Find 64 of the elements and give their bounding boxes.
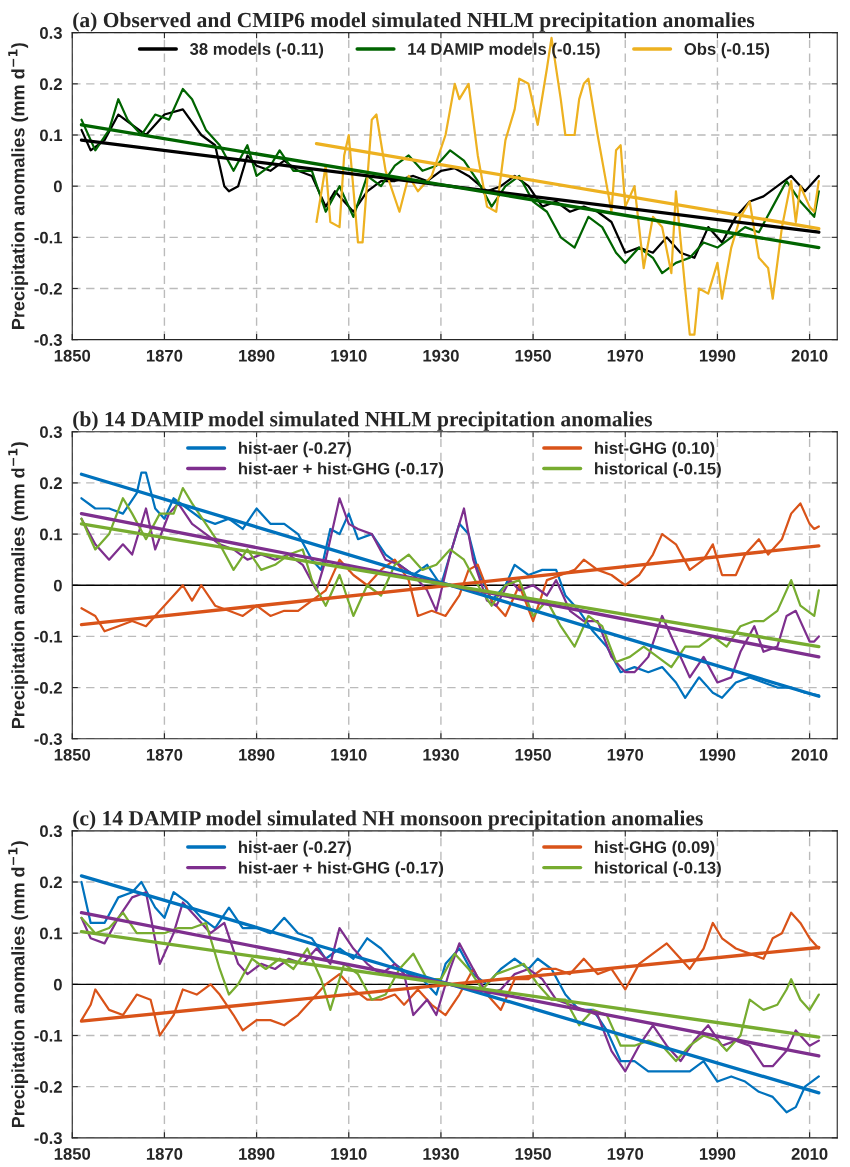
y-tick-label: 0.1	[40, 927, 63, 940]
legend-label: 38 models (-0.11)	[189, 42, 324, 59]
y-tick-label: 0.3	[40, 426, 62, 438]
legend-label: historical (-0.13)	[595, 861, 721, 877]
x-tick-label: 1950	[515, 349, 551, 362]
legend-label: hist-aer (-0.27)	[238, 840, 351, 857]
y-axis-title: Precipitation anomalies (mm d$^{−1}$)	[8, 442, 29, 729]
y-tick-label: -0.3	[34, 334, 62, 346]
x-tick-label: 1890	[239, 748, 275, 761]
y-axis-title: Precipitation anomalies (mm d$^{−1}$)	[8, 43, 29, 329]
y-tick-label: -0.1	[34, 630, 63, 643]
x-tick-label: 1870	[146, 1147, 183, 1160]
x-tick-label: 1890	[239, 1147, 275, 1160]
legend-label: historical (-0.15)	[595, 462, 721, 478]
legend-label: hist-aer + hist-GHG (-0.17)	[238, 462, 444, 478]
x-tick-label: 1930	[423, 349, 459, 362]
y-tick-label: -0.2	[34, 1081, 62, 1093]
y-tick-label: 0	[53, 579, 62, 592]
y-tick-label: -0.2	[34, 681, 62, 694]
y-tick-label: 0.1	[40, 129, 63, 142]
y-tick-label: 0.1	[40, 528, 63, 541]
x-tick-label: 1870	[146, 349, 183, 362]
y-tick-label: -0.3	[34, 733, 62, 745]
x-tick-label: 1970	[607, 748, 644, 761]
x-tick-label: 1850	[54, 748, 91, 761]
chart-title: (c) 14 DAMIP model simulated NH monsoon precipitation anomalies	[73, 810, 703, 830]
y-tick-label: 0.3	[40, 825, 62, 838]
chart-title: (b) 14 DAMIP model simulated NHLM precipitation anomalies	[73, 411, 652, 431]
x-tick-label: 1990	[699, 748, 736, 761]
y-tick-label: 0.2	[40, 477, 62, 490]
x-tick-label: 1930	[423, 748, 459, 761]
chart-title: (a) Observed and CMIP6 model simulated NHLM precipitation anomalies	[73, 12, 755, 32]
x-tick-label: 1950	[515, 748, 551, 761]
legend-label: hist-GHG (0.10)	[595, 441, 715, 458]
y-tick-label: 0	[53, 978, 62, 991]
y-tick-label: -0.1	[34, 1029, 63, 1042]
legend-label: hist-aer (-0.27)	[238, 441, 351, 458]
legend-label: hist-aer + hist-GHG (-0.17)	[238, 861, 444, 877]
x-tick-label: 1850	[54, 1147, 91, 1160]
y-tick-label: -0.1	[34, 231, 63, 244]
y-tick-label: -0.2	[34, 282, 62, 295]
x-tick-label: 1850	[54, 349, 91, 362]
x-tick-label: 1970	[607, 1147, 644, 1160]
y-tick-label: 0.2	[40, 876, 62, 889]
y-tick-label: 0.2	[40, 78, 62, 91]
x-tick-label: 2010	[791, 1147, 828, 1160]
x-tick-label: 1910	[331, 349, 367, 362]
x-tick-label: 1890	[239, 349, 275, 362]
x-tick-label: 2010	[791, 349, 828, 362]
y-axis-title: Precipitation anomalies (mm d$^{−1}$)	[8, 841, 29, 1128]
legend-label: hist-GHG (0.09)	[595, 840, 715, 857]
x-tick-label: 1990	[699, 1147, 736, 1160]
x-tick-label: 2010	[791, 748, 828, 761]
y-tick-label: 0.3	[40, 27, 62, 39]
x-tick-label: 1970	[607, 349, 644, 362]
x-tick-label: 1930	[423, 1147, 459, 1160]
y-tick-label: -0.3	[34, 1132, 62, 1145]
x-tick-label: 1910	[331, 1147, 367, 1160]
x-tick-label: 1950	[515, 1147, 551, 1160]
x-tick-label: 1990	[699, 349, 736, 362]
legend-label: Obs (-0.15)	[684, 42, 770, 59]
x-tick-label: 1870	[146, 748, 183, 761]
x-tick-label: 1910	[331, 748, 367, 761]
y-tick-label: 0	[53, 180, 62, 193]
